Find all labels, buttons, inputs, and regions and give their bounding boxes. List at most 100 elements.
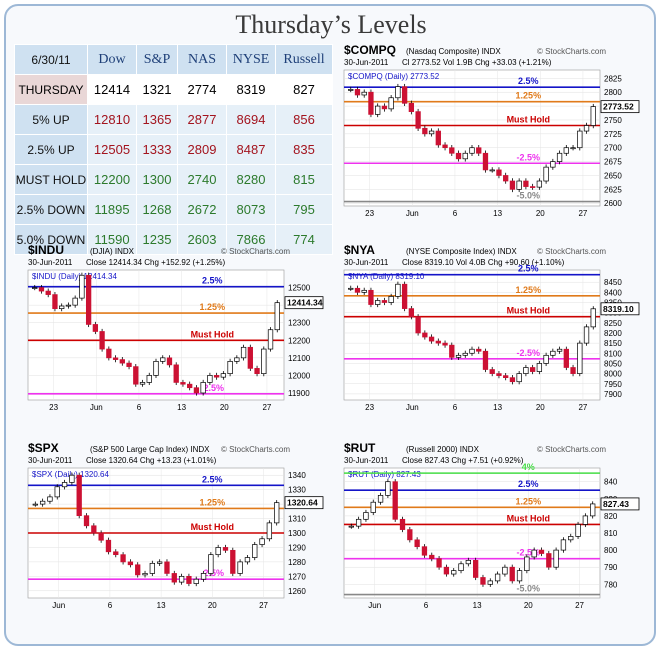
candle [112, 357, 119, 360]
column-header: NYSE [226, 44, 276, 75]
candle [160, 357, 166, 362]
y-tick-label: 2625 [604, 185, 622, 194]
candle [524, 556, 530, 571]
candle [157, 561, 163, 564]
plot-area [343, 269, 601, 401]
level-cell: 774 [275, 224, 333, 255]
candle [149, 562, 155, 574]
y-tick-label: 2600 [604, 199, 622, 208]
level-cell: 8487 [226, 134, 276, 165]
candle [494, 573, 501, 582]
x-tick-label: 6 [137, 403, 142, 412]
candle [516, 570, 523, 582]
x-tick-label: 6 [108, 601, 113, 610]
candle [429, 554, 435, 560]
x-tick-label: 6 [453, 403, 458, 412]
level-cell: 1365 [136, 104, 178, 135]
candle [408, 308, 415, 318]
y-tick-label: 1330 [288, 486, 306, 495]
level-label: Must Hold [191, 329, 235, 339]
y-tick-label: 12200 [288, 336, 311, 345]
candle [247, 346, 253, 369]
candle [428, 336, 435, 342]
table-row: 5% UP 12810 1365 2877 8694 856 [14, 104, 333, 135]
candle [568, 536, 574, 541]
level-label: -2.5% [517, 548, 541, 558]
candle [516, 373, 522, 383]
candle [442, 144, 448, 149]
candle [171, 573, 177, 583]
chart-legend: $COMPQ (Daily) 2773.52 [348, 72, 440, 81]
level-label: 2.5% [518, 479, 539, 489]
chart-date: 30-Jun-2011 [28, 456, 73, 465]
chart-legend: $SPX (Daily) 1320.64 [32, 470, 109, 479]
chart-date: 30-Jun-2011 [344, 58, 389, 67]
y-tick-label: 8050 [604, 359, 622, 368]
level-label: 1.25% [516, 91, 542, 101]
candle [274, 502, 280, 524]
y-tick-label: 1260 [288, 587, 306, 596]
level-cell: 2877 [177, 104, 227, 135]
candle [127, 561, 134, 566]
candle [392, 481, 398, 520]
x-tick-label: 27 [262, 403, 271, 412]
candle [435, 340, 441, 344]
chart-stats: Close 8319.10 Vol 4.0B Chg +90.60 (+1.10… [402, 258, 565, 267]
stockcharts-watermark: © StockCharts.com [537, 445, 606, 454]
candle [72, 297, 78, 306]
y-tick-label: 2725 [604, 130, 622, 139]
plot-area [27, 269, 285, 401]
y-tick-label: 2800 [604, 88, 622, 97]
spx-chart: $SPX (S&P 500 Large Cap Index) INDX 30-Jun… [27, 442, 324, 610]
candle [92, 324, 99, 332]
candle [428, 130, 435, 135]
candle [487, 580, 493, 585]
level-cell: 8280 [226, 164, 276, 195]
candle [458, 563, 464, 571]
y-tick-label: 7950 [604, 380, 622, 389]
stockcharts-watermark: © StockCharts.com [537, 47, 606, 56]
level-cell: 827 [275, 74, 333, 105]
last-price: 2773.52 [603, 102, 634, 112]
table-row: 2.5% UP 12505 1333 2809 8487 835 [14, 134, 333, 165]
candle [543, 166, 549, 182]
candle [348, 89, 354, 91]
x-tick-label: 23 [49, 403, 58, 412]
candle [536, 180, 543, 188]
x-tick-label: 13 [157, 601, 166, 610]
level-label: 1.25% [200, 302, 226, 312]
level-cell: 856 [275, 104, 333, 135]
x-tick-label: 27 [259, 601, 268, 610]
candle [408, 102, 415, 112]
stockcharts-watermark: © StockCharts.com [221, 445, 290, 454]
candle [120, 554, 126, 563]
y-tick-label: 810 [604, 529, 618, 538]
candle [553, 549, 559, 568]
candle [370, 501, 376, 513]
candle [348, 287, 354, 290]
level-cell: 12414 [87, 74, 137, 105]
candle [193, 578, 199, 584]
level-cell: 1235 [136, 224, 178, 255]
candle [354, 287, 361, 293]
candle [414, 539, 420, 548]
candle [543, 354, 549, 364]
candle [47, 496, 53, 502]
candle [516, 180, 522, 190]
candle [375, 105, 381, 115]
candle [79, 274, 85, 299]
x-tick-label: 27 [575, 601, 584, 610]
candle [482, 350, 489, 370]
compq-chart: $COMPQ (Nasdaq Composite) INDX 30-Jun-2011… [343, 44, 640, 218]
row-label: THURSDAY [14, 74, 88, 105]
candle [200, 573, 207, 580]
y-tick-label: 1280 [288, 558, 306, 567]
y-tick-label: 1290 [288, 543, 306, 552]
x-tick-label: 23 [365, 403, 374, 412]
level-cell: 835 [275, 134, 333, 165]
candle [220, 373, 227, 378]
chart-name: (Nasdaq Composite) INDX [406, 47, 501, 56]
x-tick-label: 20 [220, 403, 229, 412]
candle [207, 375, 213, 383]
candle [106, 348, 112, 359]
